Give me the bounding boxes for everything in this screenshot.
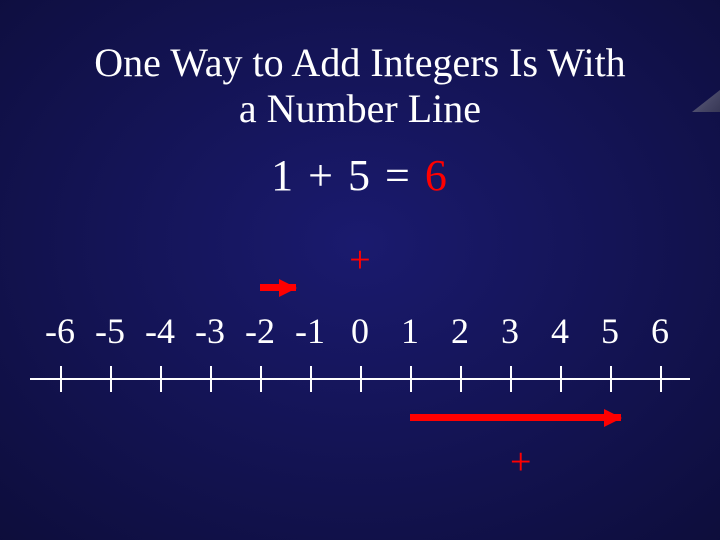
arrow-top [260, 284, 296, 291]
numberline-label: 4 [551, 310, 569, 352]
numberline-tick [210, 366, 212, 392]
numberline-label: -5 [95, 310, 125, 352]
numberline-tick [460, 366, 462, 392]
numberline-tick [360, 366, 362, 392]
numberline-tick [410, 366, 412, 392]
numberline-label: -4 [145, 310, 175, 352]
equation: 1 + 5 = 6 [0, 150, 720, 201]
plus-symbol-top: + [0, 238, 720, 282]
numberline-tick [110, 366, 112, 392]
numberline-label: -2 [245, 310, 275, 352]
numberline-labels: -6 -5 -4 -3 -2 -1 0123456 [0, 310, 720, 350]
slide-title: One Way to Add Integers Is With a Number… [0, 40, 720, 132]
numberline-tick [560, 366, 562, 392]
numberline-tick [510, 366, 512, 392]
numberline-tick [610, 366, 612, 392]
numberline-label: 3 [501, 310, 519, 352]
arrow-bottom [410, 414, 621, 421]
numberline-label: 6 [651, 310, 669, 352]
numberline-label: 2 [451, 310, 469, 352]
numberline-label: 5 [601, 310, 619, 352]
numberline-tick [310, 366, 312, 392]
equation-answer: 6 [425, 151, 449, 200]
plus-symbol-bottom: + [510, 440, 531, 484]
numberline-tick [260, 366, 262, 392]
equation-lhs: 1 + 5 = [271, 151, 412, 200]
numberline-label: 1 [401, 310, 419, 352]
numberline-label: -1 [295, 310, 325, 352]
title-line-1: One Way to Add Integers Is With [94, 40, 625, 85]
numberline-tick [660, 366, 662, 392]
numberline-label: -6 [45, 310, 75, 352]
numberline-tick [60, 366, 62, 392]
numberline-label: 0 [351, 310, 369, 352]
numberline-tick [160, 366, 162, 392]
title-line-2: a Number Line [239, 86, 481, 131]
numberline-label: -3 [195, 310, 225, 352]
numberline [30, 362, 690, 402]
